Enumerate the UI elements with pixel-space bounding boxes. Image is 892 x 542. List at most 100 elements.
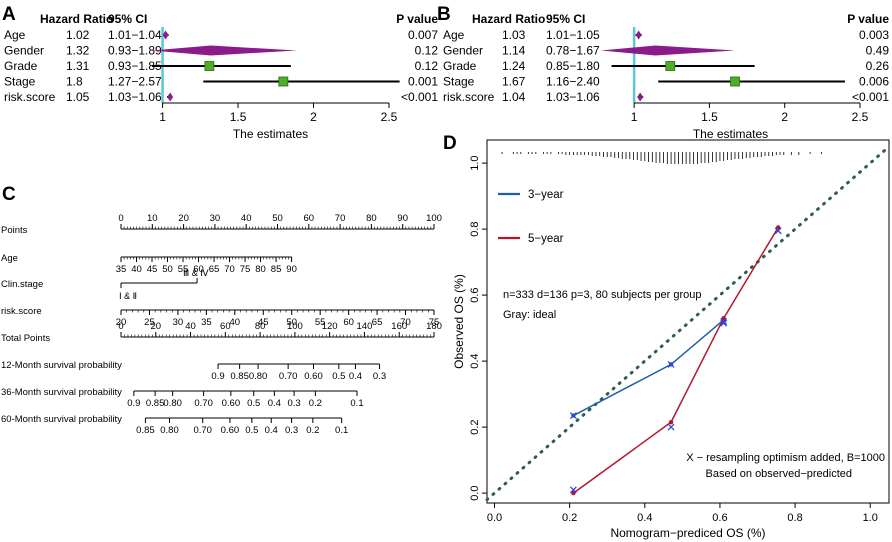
scale-tick-label: 60 bbox=[193, 264, 204, 275]
x-axis-title: The estimates bbox=[693, 127, 768, 141]
hr-value: 1.05 bbox=[66, 90, 90, 104]
hr-value: 1.02 bbox=[66, 28, 90, 42]
x-tick-label: 2.5 bbox=[381, 110, 398, 124]
p-value: <0.001 bbox=[852, 90, 889, 104]
scale-name: risk.score bbox=[1, 306, 42, 317]
category-label: Ⅰ & Ⅱ bbox=[119, 291, 137, 301]
panel-letter-c: C bbox=[2, 184, 16, 205]
header-95-ci: 95% CI bbox=[546, 12, 585, 26]
x-tick-label: 1 bbox=[159, 110, 166, 124]
row-label: Gender bbox=[4, 44, 44, 58]
scale-tick-label: 30 bbox=[210, 213, 221, 224]
ci-value: 0.85−1.80 bbox=[546, 59, 600, 73]
corrected-point-x bbox=[569, 412, 577, 420]
scale-tick-label: 0.3 bbox=[285, 425, 298, 436]
ci-value: 1.01−1.04 bbox=[108, 28, 162, 42]
x-tick-label: 0.0 bbox=[487, 512, 502, 524]
ci-value: 1.27−2.57 bbox=[108, 75, 162, 89]
header-95-ci: 95% CI bbox=[108, 12, 147, 26]
scale-tick-label: 160 bbox=[391, 321, 407, 332]
x-tick-label: 0.2 bbox=[562, 512, 577, 524]
scale-name: 12-Month survival probability bbox=[1, 360, 122, 371]
row-label: Stage bbox=[4, 75, 36, 89]
y-tick-label: 0.0 bbox=[469, 485, 481, 500]
hr-value: 1.03 bbox=[502, 28, 526, 42]
ideal-line bbox=[485, 145, 891, 502]
scale-name: Age bbox=[1, 253, 18, 264]
scale-tick-label: 0.80 bbox=[249, 371, 268, 382]
series-line-5-year bbox=[572, 227, 779, 494]
p-value: 0.12 bbox=[415, 59, 439, 73]
category-label: Ⅲ & Ⅳ bbox=[183, 268, 209, 278]
p-value: 0.12 bbox=[415, 44, 439, 58]
ci-value: 1.03−1.06 bbox=[546, 90, 600, 104]
p-value: 0.26 bbox=[866, 59, 890, 73]
y-tick-label: 0.4 bbox=[469, 353, 481, 368]
data-point bbox=[668, 419, 674, 425]
row-label: Grade bbox=[4, 59, 38, 73]
scale-tick-label: 60 bbox=[343, 317, 354, 328]
scale-tick-label: 0.1 bbox=[350, 398, 363, 409]
p-value: 0.49 bbox=[866, 44, 890, 58]
scale-tick-label: 40 bbox=[230, 317, 241, 328]
scale-tick-label: 0.4 bbox=[265, 425, 278, 436]
x-tick-label: 0.4 bbox=[637, 512, 652, 524]
data-point bbox=[775, 225, 781, 230]
corrected-point-x bbox=[569, 486, 577, 494]
scale-tick-label: 75 bbox=[240, 264, 251, 275]
scale-tick-label: 50 bbox=[286, 317, 297, 328]
legend-label: 3−year bbox=[528, 189, 564, 201]
row-label: Gender bbox=[443, 44, 483, 58]
y-axis-title: Observed OS (%) bbox=[452, 274, 466, 369]
p-value: 0.007 bbox=[408, 28, 438, 42]
x-tick-label: 1.5 bbox=[230, 110, 247, 124]
hr-square-marker bbox=[204, 61, 215, 71]
x-tick-label: 1 bbox=[631, 110, 638, 124]
scale-tick-label: 65 bbox=[209, 264, 220, 275]
scale-tick-label: 0 bbox=[118, 213, 123, 224]
annotation-gray-ideal: Gray: ideal bbox=[503, 309, 556, 321]
scale-tick-label: 0.3 bbox=[373, 371, 386, 382]
row-label: Age bbox=[4, 28, 26, 42]
ci-value: 0.93−1.85 bbox=[108, 59, 162, 73]
y-tick-label: 1.0 bbox=[469, 155, 481, 170]
scale-tick-label: 70 bbox=[224, 264, 235, 275]
scale-tick-label: 30 bbox=[173, 317, 184, 328]
ci-value: 1.01−1.05 bbox=[546, 28, 600, 42]
scale-tick-label: 35 bbox=[116, 264, 127, 275]
panel-letter-a: A bbox=[2, 4, 16, 25]
x-tick-label: 1.0 bbox=[863, 512, 878, 524]
x-tick-label: 1.5 bbox=[701, 110, 718, 124]
x-tick-label: 0.8 bbox=[787, 512, 802, 524]
scale-tick-label: 0.4 bbox=[349, 371, 362, 382]
hr-diamond-marker bbox=[637, 92, 644, 102]
x-axis-title: Nomogram−prediced OS (%) bbox=[610, 526, 765, 540]
scale-tick-label: 0.60 bbox=[304, 371, 323, 382]
scale-tick-label: 180 bbox=[426, 321, 442, 332]
scale-tick-label: 70 bbox=[400, 317, 411, 328]
row-label: Age bbox=[443, 28, 465, 42]
y-tick-label: 0.2 bbox=[469, 419, 481, 434]
x-tick-label: 2 bbox=[781, 110, 788, 124]
panel-letter-b: B bbox=[437, 4, 451, 25]
scale-tick-label: 80 bbox=[255, 264, 266, 275]
scale-tick-label: 0.85 bbox=[136, 425, 155, 436]
scale-tick-label: 100 bbox=[426, 213, 442, 224]
scale-tick-label: 45 bbox=[147, 264, 158, 275]
hr-value: 1.67 bbox=[502, 75, 526, 89]
forest-plot-b: Hazard Ratio 95% CI P value Age 1.03 1.01−1.0… bbox=[443, 12, 889, 141]
scale-tick-label: 45 bbox=[258, 317, 269, 328]
p-value: 0.006 bbox=[859, 75, 889, 89]
scale-tick-label: 0.2 bbox=[306, 425, 319, 436]
scale-tick-label: 0.60 bbox=[221, 425, 240, 436]
scale-name: 36-Month survival probability bbox=[1, 387, 122, 398]
scale-tick-label: 0.70 bbox=[279, 371, 298, 382]
ci-value: 1.16−2.40 bbox=[546, 75, 600, 89]
hr-square-marker bbox=[665, 61, 676, 71]
panel-letter-d: D bbox=[443, 133, 457, 154]
plot-frame bbox=[486, 139, 890, 504]
annotation-info: n=333 d=136 p=3, 80 subjects per group bbox=[503, 289, 701, 301]
hr-diamond-marker bbox=[167, 92, 174, 102]
